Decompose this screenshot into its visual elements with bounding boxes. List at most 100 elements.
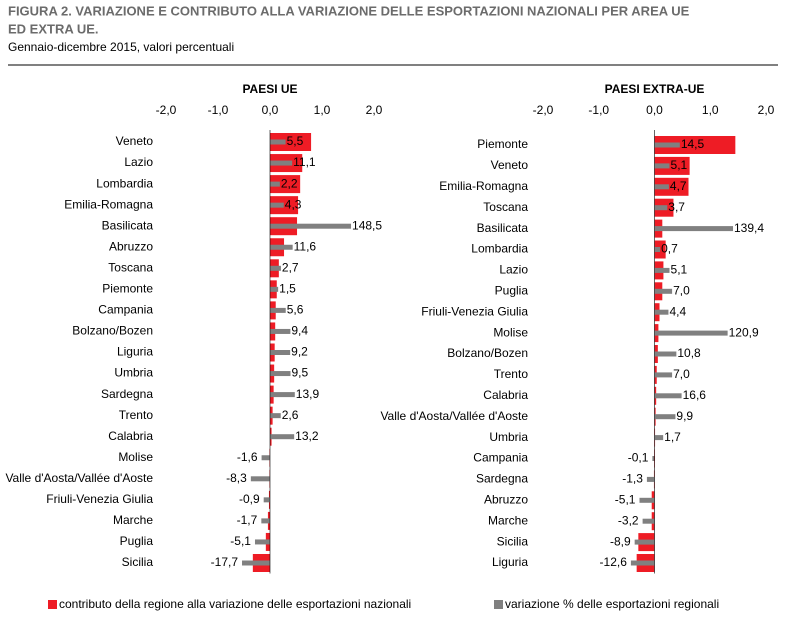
category-label: Lombardia <box>471 242 528 256</box>
category-label: Friuli-Venezia Giulia <box>421 304 528 318</box>
value-label: 10,8 <box>677 346 701 360</box>
value-label: -3,2 <box>618 513 639 527</box>
value-label: 4,7 <box>670 179 687 193</box>
bar <box>270 202 284 208</box>
value-label: 13,2 <box>295 429 319 443</box>
bar <box>270 286 279 292</box>
bar <box>270 139 286 145</box>
value-label: -1,6 <box>237 450 258 464</box>
category-label: Emilia-Romagna <box>439 179 528 193</box>
category-label: Marche <box>113 513 153 527</box>
bar <box>654 177 689 196</box>
bar <box>270 392 295 398</box>
bar <box>261 455 270 461</box>
bar <box>270 181 280 187</box>
value-label: 3,7 <box>668 200 685 214</box>
value-label: 7,0 <box>673 367 690 381</box>
value-label: -1,7 <box>237 513 258 527</box>
bar <box>654 184 669 190</box>
bar <box>654 247 661 252</box>
category-label: Lazio <box>499 263 528 277</box>
bar <box>654 414 676 420</box>
bar <box>270 350 291 355</box>
value-label: 11,6 <box>294 239 317 253</box>
legend-label: variazione % delle esportazioni regional… <box>505 597 719 611</box>
bar <box>270 371 291 377</box>
value-label: 120,9 <box>729 325 759 339</box>
bar <box>654 136 736 154</box>
bar <box>270 434 295 440</box>
value-label: 9,2 <box>291 345 308 359</box>
bar <box>270 244 293 250</box>
bar <box>654 372 673 378</box>
category-label: Piemonte <box>102 282 153 296</box>
x-tick-label: -1,0 <box>208 103 229 117</box>
category-label: Liguria <box>492 555 528 569</box>
category-label: Puglia <box>495 283 529 297</box>
value-label: 4,3 <box>285 197 302 211</box>
x-tick-label: -1,0 <box>588 103 609 117</box>
x-tick-label: -2,0 <box>156 103 177 117</box>
category-label: Basilicata <box>102 218 154 232</box>
value-label: 148,5 <box>352 218 382 232</box>
value-label: 9,4 <box>291 324 308 338</box>
category-label: Bolzano/Bozen <box>72 324 153 338</box>
category-label: Umbria <box>489 430 528 444</box>
x-tick-label: 1,0 <box>702 103 719 117</box>
figure-title: FIGURA 2. VARIAZIONE E CONTRIBUTO ALLA V… <box>8 3 690 18</box>
value-label: 13,9 <box>296 387 320 401</box>
value-label: -5,1 <box>230 534 251 548</box>
value-label: 2,2 <box>281 176 298 190</box>
value-label: -17,7 <box>211 555 239 569</box>
panel-title: PAESI EXTRA-UE <box>605 82 705 96</box>
bar <box>654 288 673 294</box>
bar <box>250 476 270 482</box>
bar <box>642 518 655 524</box>
bar <box>654 142 680 148</box>
category-label: Marche <box>488 513 528 527</box>
bar <box>270 160 293 166</box>
category-label: Campania <box>473 451 528 465</box>
bar <box>270 307 286 313</box>
value-label: -12,6 <box>600 555 628 569</box>
category-label: Valle d'Aosta/Vallée d'Aoste <box>380 409 528 423</box>
bar <box>270 413 281 419</box>
bar <box>654 267 670 273</box>
bar <box>270 196 299 215</box>
bar <box>654 393 682 399</box>
value-label: 5,6 <box>287 303 304 317</box>
bar <box>254 539 270 545</box>
bar <box>634 539 655 545</box>
x-tick-label: -2,0 <box>533 103 554 117</box>
x-tick-label: 0,0 <box>262 103 279 117</box>
value-label: 16,6 <box>683 388 707 402</box>
category-label: Molise <box>493 325 528 339</box>
category-label: Abruzzo <box>484 492 528 506</box>
panel-title: PAESI UE <box>242 82 297 96</box>
bar <box>654 205 668 211</box>
category-label: Sardegna <box>101 387 153 401</box>
value-label: 14,5 <box>681 137 705 151</box>
bar <box>270 175 301 194</box>
value-label: -8,9 <box>610 534 631 548</box>
bar <box>261 518 270 524</box>
category-label: Emilia-Romagna <box>64 197 153 211</box>
value-label: 7,0 <box>673 283 690 297</box>
value-label: 139,4 <box>734 221 764 235</box>
x-tick-label: 2,0 <box>366 103 383 117</box>
value-label: 2,7 <box>282 260 299 274</box>
value-label: 5,1 <box>671 263 688 277</box>
value-label: 1,5 <box>279 282 296 296</box>
x-tick-label: 0,0 <box>646 103 663 117</box>
value-label: 9,9 <box>676 409 693 423</box>
value-label: -5,1 <box>615 492 636 506</box>
category-label: Calabria <box>108 429 153 443</box>
category-label: Lombardia <box>96 176 153 190</box>
legend-swatch <box>494 600 503 609</box>
value-label: 4,4 <box>669 304 686 318</box>
bar <box>630 560 655 566</box>
bar <box>654 309 669 315</box>
legend-label: contributo della regione alla variazione… <box>59 597 411 611</box>
category-label: Sicilia <box>122 555 154 569</box>
figure-subtitle: Gennaio-dicembre 2015, valori percentual… <box>8 40 234 54</box>
